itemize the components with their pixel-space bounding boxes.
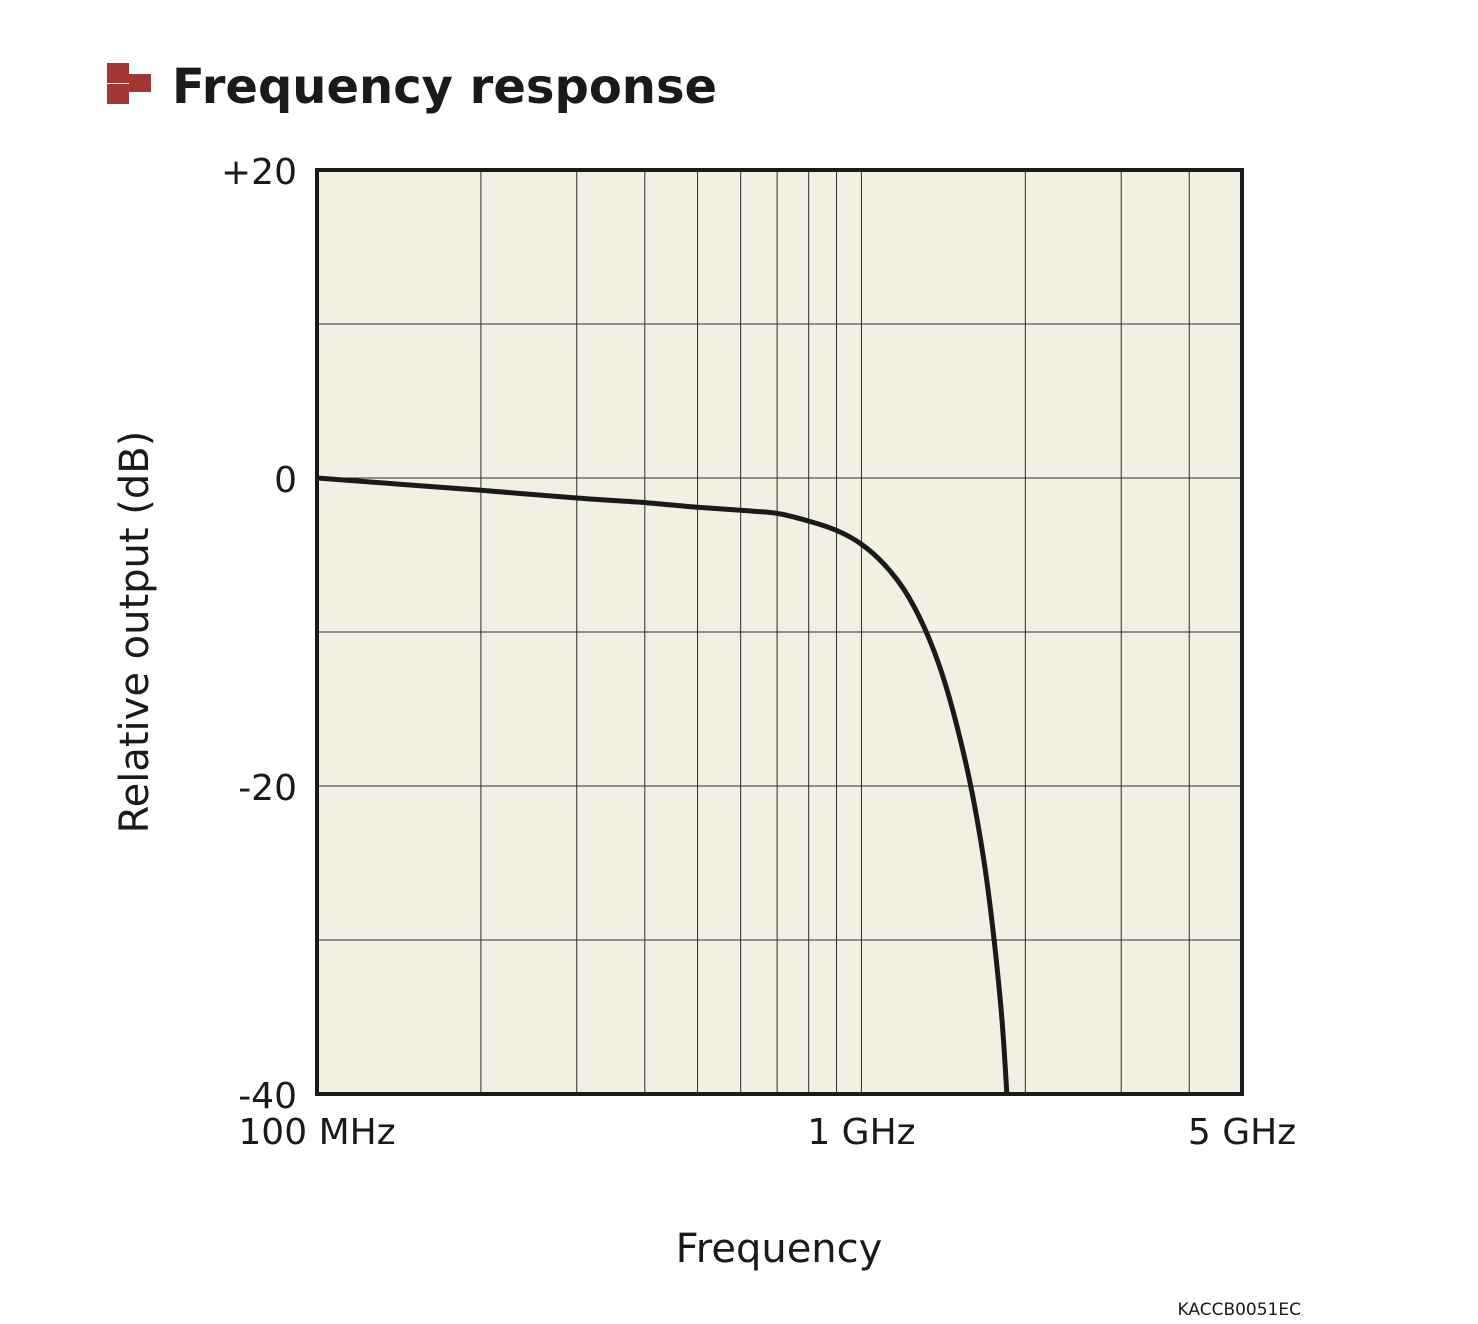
x-tick-labels: 100 MHz 1 GHz 5 GHz xyxy=(238,1112,1296,1153)
y-tick-labels: +20 0 -20 -40 xyxy=(221,152,297,1117)
chart-title: Frequency response xyxy=(172,59,717,115)
plot-frame xyxy=(315,168,1244,1096)
logo-block-bottom xyxy=(107,84,129,104)
y-tick-label: +20 xyxy=(221,152,297,193)
x-tick-label: 100 MHz xyxy=(238,1112,395,1153)
grid-lines xyxy=(317,170,1242,1094)
y-axis-label: Relative output (dB) xyxy=(112,431,158,834)
x-tick-label: 5 GHz xyxy=(1188,1112,1296,1153)
x-axis-label: Frequency xyxy=(676,1226,883,1272)
y-tick-label: 0 xyxy=(274,460,297,501)
logo-block-top xyxy=(107,63,129,83)
y-tick-label: -40 xyxy=(238,1076,297,1117)
brand-logo-icon xyxy=(107,63,151,104)
response-curve xyxy=(316,475,1010,1095)
x-tick-label: 1 GHz xyxy=(807,1112,915,1153)
y-tick-label: -20 xyxy=(238,768,297,809)
footer-code: KACCB0051EC xyxy=(1178,1300,1301,1320)
logo-block-right xyxy=(129,74,151,92)
